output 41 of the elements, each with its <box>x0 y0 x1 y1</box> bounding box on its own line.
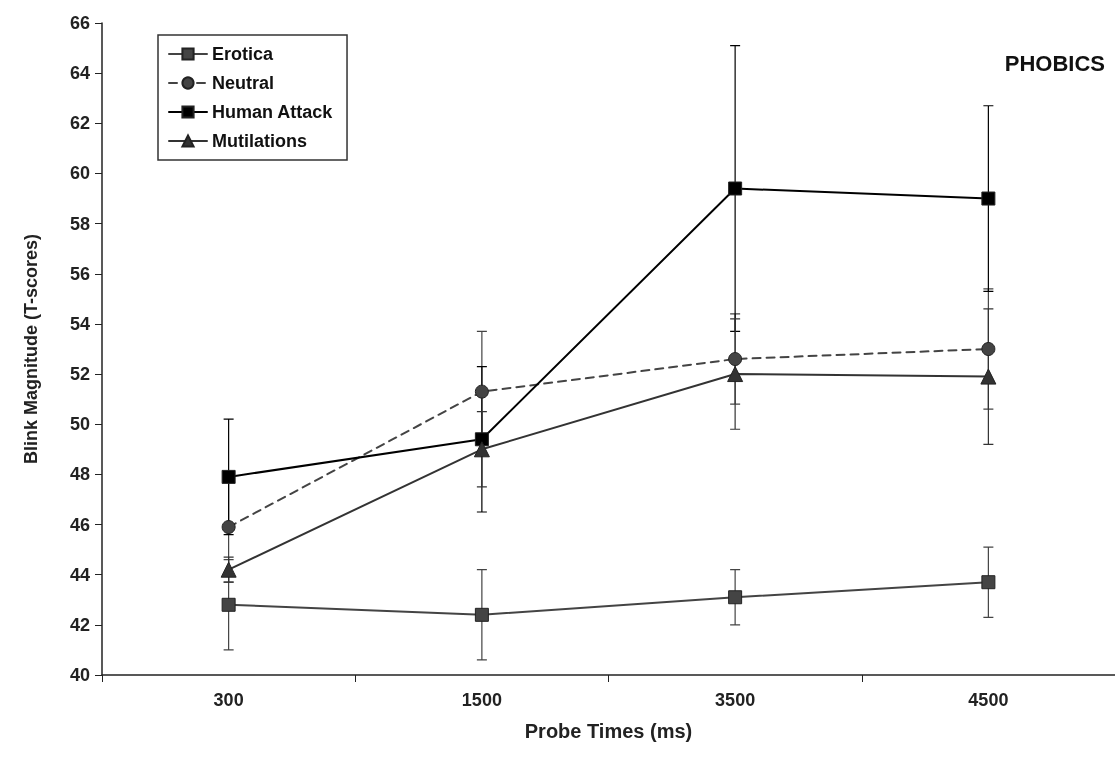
y-tick-label: 56 <box>69 263 90 284</box>
y-tick-label: 40 <box>69 665 90 685</box>
x-tick-label: 300 <box>213 690 244 710</box>
y-tick-label: 42 <box>69 614 90 635</box>
y-tick-label: 46 <box>69 514 90 535</box>
y-tick-label: 54 <box>69 313 90 334</box>
x-axis-title: Probe Times (ms) <box>524 720 693 742</box>
y-tick-label: 58 <box>69 213 90 234</box>
legend-label: Erotica <box>212 44 275 64</box>
point <box>474 432 489 447</box>
y-tick-label: 44 <box>69 564 90 585</box>
y-tick-label: 50 <box>69 414 90 435</box>
point <box>473 441 490 458</box>
point <box>981 342 996 356</box>
point <box>727 366 744 383</box>
y-tick-label: 66 <box>69 13 90 33</box>
x-tick-label: 3500 <box>715 690 756 710</box>
y-axis-title: Blink Magnitude (T-scores) <box>21 233 41 465</box>
y-tick-label: 52 <box>69 364 90 385</box>
y-tick-label: 48 <box>69 464 90 485</box>
point <box>474 607 489 622</box>
y-tick-label: 62 <box>69 113 90 134</box>
legend-label: Neutral <box>212 73 275 93</box>
x-tick-label: 1500 <box>461 690 502 710</box>
point <box>221 520 236 535</box>
annotation: PHOBICS <box>1004 50 1106 76</box>
point <box>221 469 236 484</box>
point <box>220 561 237 578</box>
legend-label: Human Attack <box>212 102 334 122</box>
point <box>728 181 743 196</box>
y-tick-label: 60 <box>69 163 90 184</box>
point <box>980 368 997 385</box>
y-tick-label: 64 <box>69 63 90 84</box>
legend-label: Mutilations <box>212 131 307 151</box>
point <box>221 597 236 612</box>
point <box>728 590 743 605</box>
point <box>981 191 996 206</box>
point <box>474 384 489 399</box>
point <box>981 575 996 590</box>
x-tick-label: 4500 <box>968 690 1009 710</box>
point <box>728 352 743 367</box>
